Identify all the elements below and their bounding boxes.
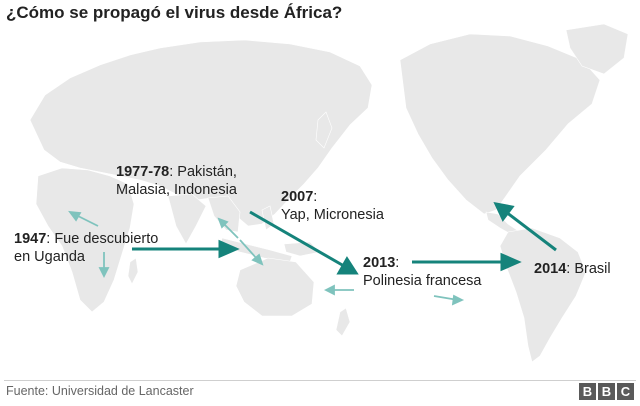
bbc-logo-letter-3: C: [617, 383, 634, 400]
australia-landmass: [235, 257, 315, 317]
bbc-logo: B B C: [579, 383, 634, 400]
label-polynesia-line2: Polinesia francesa: [363, 273, 482, 289]
label-yap-year: 2007: [281, 189, 314, 205]
label-asia-year: 1977-78: [116, 164, 170, 180]
label-yap-2007: 2007: Yap, Micronesia: [281, 188, 384, 224]
label-asia-line1: : Pakistán,: [169, 164, 237, 180]
eurasia-landmass: [29, 39, 373, 227]
minor-arrowhead-asia-se: [251, 253, 264, 266]
north-america-landmass: [399, 33, 601, 215]
africa-landmass: [35, 167, 135, 313]
minor-arrowhead-polynesia-east: [451, 294, 465, 306]
label-asia-line2: Malasia, Indonesia: [116, 182, 237, 198]
label-uganda-line1: : Fue descubierto: [46, 231, 159, 247]
main-arrow-brazil-caribbean: [505, 210, 557, 252]
label-polynesia-line1: :: [395, 255, 400, 271]
minor-arrowhead-asia-nw: [217, 217, 229, 229]
main-arrowhead-polynesia-brazil: [500, 252, 522, 272]
madagascar-landmass: [127, 257, 139, 285]
label-uganda-line2: en Uganda: [14, 249, 85, 265]
main-arrowhead-brazil-caribbean: [493, 201, 515, 222]
bbc-logo-letter-2: B: [598, 383, 615, 400]
footer-divider: [4, 380, 636, 381]
label-brazil-line1: : Brasil: [566, 261, 611, 277]
label-uganda-1947: 1947: Fue descubierto en Uganda: [14, 230, 158, 266]
new-zealand-landmass: [335, 307, 351, 337]
label-polynesia-2013: 2013: Polinesia francesa: [363, 254, 482, 290]
greenland-landmass: [565, 23, 629, 75]
main-arrowhead-africa-asia: [218, 239, 240, 259]
label-asia-1977: 1977-78: Pakistán, Malasia, Indonesia: [116, 163, 237, 199]
main-arrowhead-asia-yap: [336, 256, 359, 275]
minor-arrowhead-uganda-west: [68, 210, 82, 222]
bbc-logo-letter-1: B: [579, 383, 596, 400]
label-polynesia-year: 2013: [363, 255, 396, 271]
japan-landmass: [315, 111, 333, 149]
minor-arrowhead-uganda-south: [98, 267, 110, 279]
label-brazil-2014: 2014: Brasil: [534, 260, 611, 278]
south-america-landmass: [499, 227, 587, 363]
page-title: ¿Cómo se propagó el virus desde África?: [6, 3, 343, 22]
label-uganda-year: 1947: [14, 231, 47, 247]
label-yap-line1: :: [313, 189, 318, 205]
se-asia-landmass: [207, 195, 241, 233]
minor-arrow-asia-se: [239, 239, 259, 261]
source-text: Fuente: Universidad de Lancaster: [6, 384, 194, 398]
main-arrow-asia-yap: [249, 210, 345, 268]
india-landmass: [167, 193, 207, 245]
label-yap-line2: Yap, Micronesia: [281, 207, 384, 223]
label-brazil-year: 2014: [534, 261, 567, 277]
minor-arrowhead-polynesia-west: [323, 284, 335, 296]
